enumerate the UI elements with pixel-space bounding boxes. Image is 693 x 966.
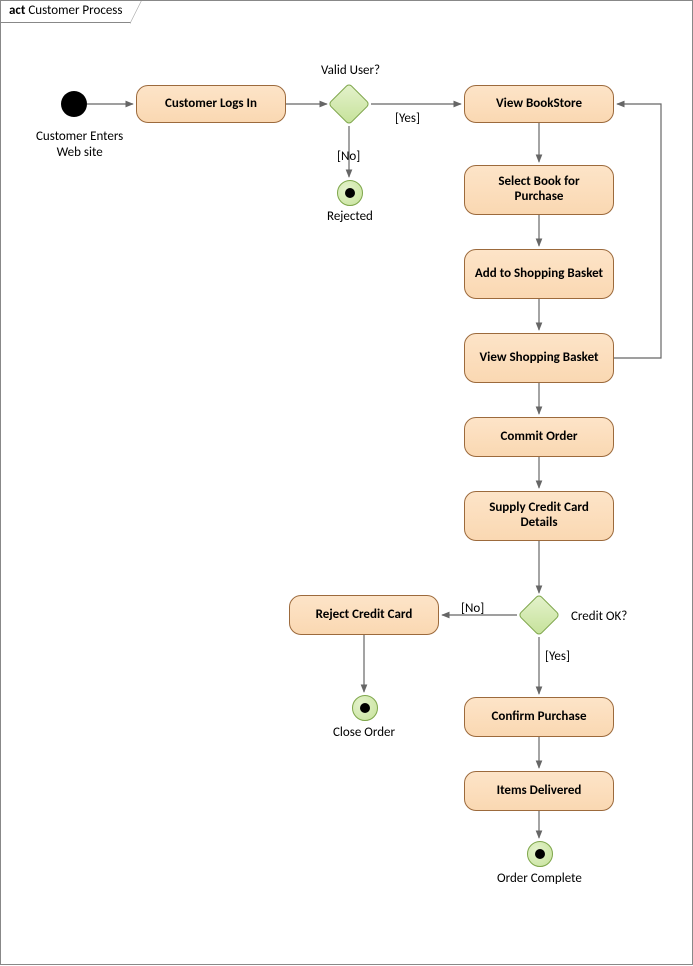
activity-basket: View Shopping Basket (464, 333, 614, 383)
frame-title-tab: act Customer Process (1, 1, 131, 23)
final-close (352, 695, 378, 721)
activity-supply: Supply Credit Card Details (464, 491, 614, 541)
final-label-complete: Order Complete (497, 871, 582, 887)
final-inner-close (360, 703, 370, 713)
final-rejected (337, 180, 363, 206)
edge-basket-view_loop (614, 104, 661, 358)
activity-reject: Reject Credit Card (289, 595, 439, 635)
activity-add: Add to Shopping Basket (464, 249, 614, 299)
frame-title-prefix: act (9, 3, 25, 18)
initial-label: Customer Enters Web site (36, 129, 123, 160)
decision-valid (328, 83, 370, 125)
guard-no-credit: [No] (461, 601, 484, 617)
activity-commit: Commit Order (464, 417, 614, 457)
activity-login: Customer Logs In (136, 85, 286, 123)
final-label-close: Close Order (333, 725, 395, 741)
decision-label-credit: Credit OK? (571, 609, 627, 625)
final-inner-rejected (345, 188, 355, 198)
activity-deliver: Items Delivered (464, 771, 614, 811)
activity-confirm: Confirm Purchase (464, 697, 614, 737)
initial-node (61, 91, 87, 117)
guard-yes-valid: [Yes] (395, 111, 420, 127)
diagram-frame: act Customer Process Customer Enters Web… (0, 0, 693, 965)
guard-yes-credit: [Yes] (545, 649, 570, 665)
final-label-rejected: Rejected (327, 209, 373, 225)
final-inner-complete (535, 849, 545, 859)
decision-label-valid: Valid User? (321, 63, 380, 79)
guard-no-valid: [No] (337, 149, 360, 165)
activity-view: View BookStore (464, 85, 614, 123)
activity-select: Select Book for Purchase (464, 165, 614, 215)
frame-title: Customer Process (28, 3, 122, 18)
decision-credit (518, 594, 560, 636)
final-complete (527, 841, 553, 867)
